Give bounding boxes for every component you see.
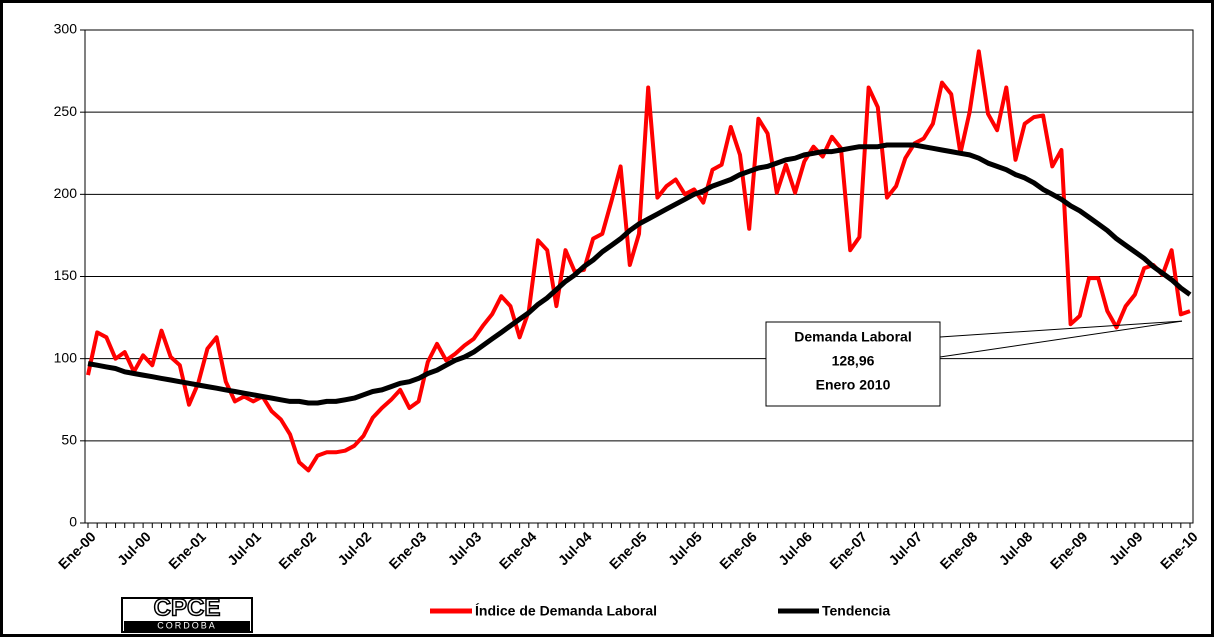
logo-title: CPCE: [154, 594, 221, 621]
y-tick-label: 300: [54, 21, 78, 37]
legend-label: Índice de Demanda Laboral: [475, 603, 657, 619]
y-tick-label: 250: [54, 103, 78, 119]
logo-subtitle: CORDOBA: [157, 620, 217, 630]
y-tick-label: 200: [54, 185, 78, 201]
logo-bar: [124, 621, 250, 631]
series-line: [87, 142, 1192, 406]
annotation-text: Enero 2010: [816, 377, 891, 393]
callout-line: [939, 320, 1183, 338]
y-tick-label: 0: [69, 514, 77, 530]
legend-label: Tendencia: [822, 603, 890, 619]
callout-line: [939, 320, 1183, 358]
y-tick-label: 50: [61, 432, 77, 448]
y-tick-label: 150: [54, 267, 78, 283]
annotation-text: Demanda Laboral: [794, 329, 911, 345]
logo: CPCE CORDOBA: [121, 594, 253, 633]
annotation-box: [765, 321, 941, 407]
annotation-text: 128,96: [832, 353, 875, 369]
y-tick-label: 100: [54, 349, 78, 365]
series-line: [86, 49, 1191, 473]
